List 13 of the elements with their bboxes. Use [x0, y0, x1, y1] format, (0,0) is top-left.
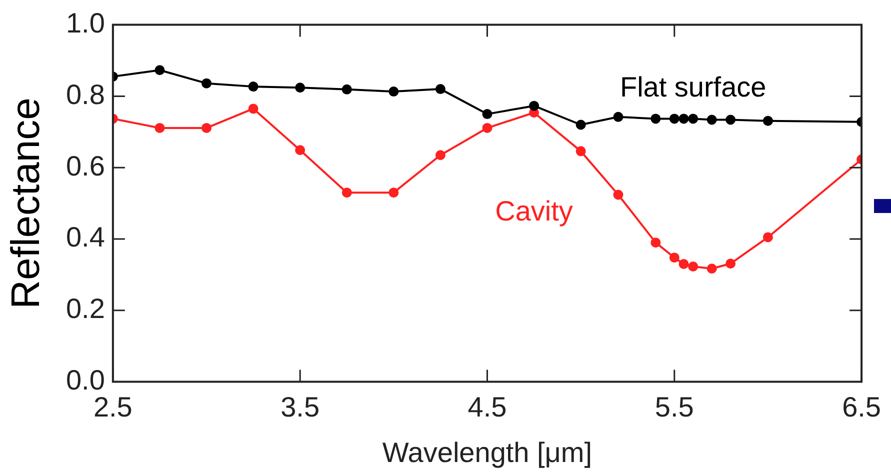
y-axis-title: Reflectance	[4, 98, 48, 309]
y-tick-label: 0.2	[66, 293, 105, 324]
x-tick-label: 5.5	[654, 391, 694, 422]
y-tick-label: 1.0	[66, 8, 105, 39]
y-tick-label: 0.8	[66, 78, 105, 110]
series-label: Cavity	[495, 195, 573, 226]
x-tick-label: 3.5	[280, 391, 320, 422]
x-tick-label: 6.5	[842, 391, 882, 422]
x-tick-label: 4.5	[468, 391, 507, 422]
y-tick-label: 0.4	[66, 222, 105, 253]
x-axis-title: Wavelength [μm]	[382, 436, 592, 468]
series-label: Flat surface	[620, 71, 766, 102]
y-tick-label: 0.6	[66, 150, 105, 182]
